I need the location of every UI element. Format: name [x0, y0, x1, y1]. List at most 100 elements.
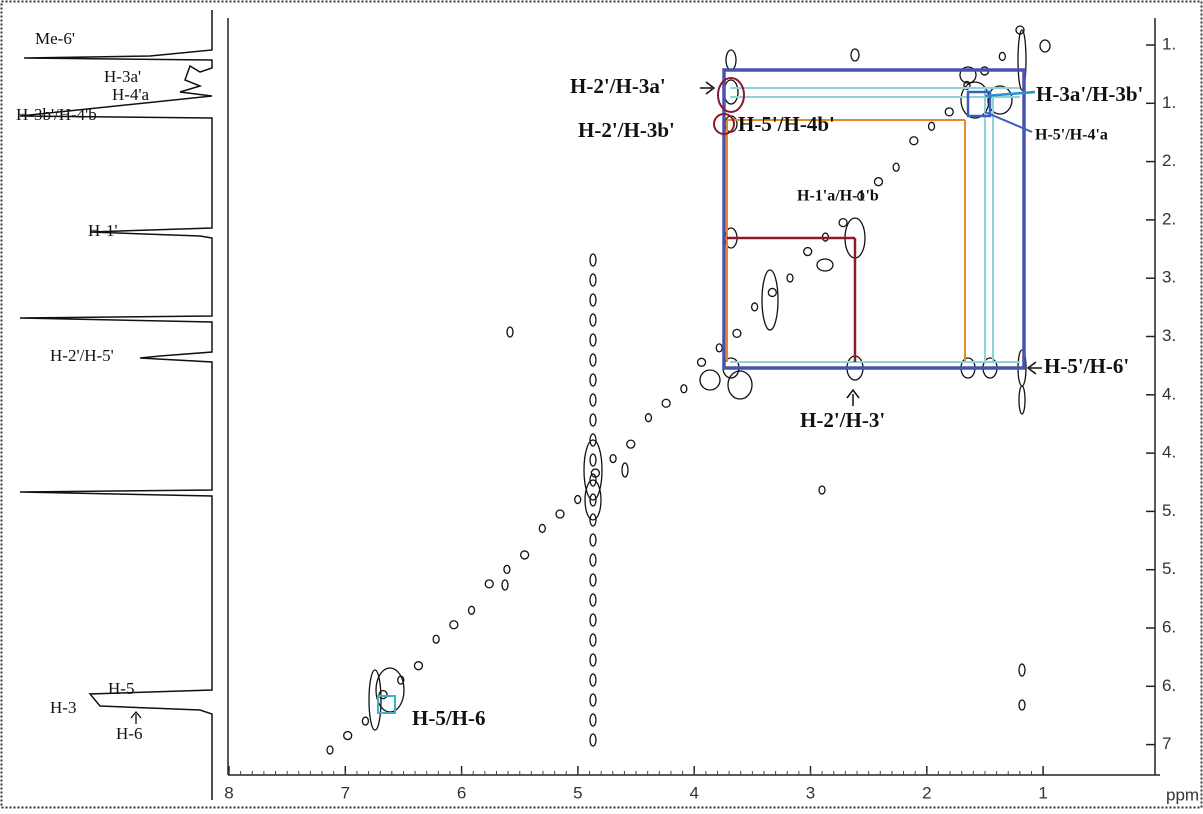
- contour: [803, 246, 813, 257]
- blue-box: [722, 68, 1026, 370]
- contour: [699, 369, 721, 391]
- contour: [626, 439, 636, 449]
- contour: [589, 273, 597, 287]
- correlation-lines: [130, 68, 1042, 724]
- x-tick-label: 3: [806, 783, 815, 802]
- contour: [732, 328, 742, 339]
- contour: [378, 689, 388, 700]
- y-tick-label: 7: [1162, 734, 1171, 753]
- spectrum-label: H-6: [116, 724, 142, 743]
- spectrum-label: H-3: [50, 698, 76, 717]
- red-circle: [717, 77, 745, 113]
- contour: [589, 293, 597, 307]
- contour: [589, 393, 597, 407]
- spectrum-label: H-5: [108, 679, 134, 698]
- x-tick-label: 5: [573, 783, 582, 802]
- peak-label: H-2'/H-3a': [570, 74, 666, 98]
- arrow: [846, 388, 860, 406]
- x-tick-label: 4: [689, 783, 698, 802]
- contour: [589, 333, 597, 347]
- contour: [767, 287, 777, 298]
- peak-label: H-1'a/H-1'b: [797, 188, 879, 205]
- contour: [519, 550, 530, 560]
- x-unit: ppm: [1166, 785, 1199, 804]
- contour: [589, 613, 597, 627]
- contour: [589, 353, 597, 367]
- x-tick-label: 6: [457, 783, 466, 802]
- peak-label: H-3a'/H-3b': [1036, 82, 1143, 106]
- arrow: [130, 710, 142, 724]
- y-tick-label: 1.: [1162, 34, 1176, 53]
- proton-spectrum: [19, 10, 213, 800]
- contour: [589, 533, 597, 547]
- pointer: [984, 111, 1033, 133]
- contour: [959, 66, 977, 84]
- y-tick-label: 2.: [1162, 209, 1176, 228]
- y-tick-label: 3.: [1162, 326, 1176, 345]
- contour: [589, 573, 597, 587]
- x-tick-label: 2: [922, 783, 931, 802]
- contour: [589, 553, 597, 567]
- contour: [589, 373, 597, 387]
- contour: [589, 693, 597, 707]
- y-tick-label: 6.: [1162, 617, 1176, 636]
- spectrum-label: H-1': [88, 221, 118, 240]
- contour: [589, 593, 597, 607]
- contour: [644, 413, 653, 423]
- contour: [589, 733, 597, 747]
- contour: [538, 523, 546, 534]
- contour: [589, 253, 597, 267]
- spectrum-label: H-3a': [104, 67, 141, 86]
- contour: [786, 273, 794, 283]
- contour: [998, 51, 1006, 62]
- contour: [413, 661, 424, 671]
- contour: [589, 453, 597, 467]
- contour: [589, 433, 597, 447]
- contour: [661, 398, 671, 408]
- y-tick-label: 6.: [1162, 676, 1176, 695]
- x-tick-label: 7: [341, 783, 350, 802]
- y-tick-label: 3.: [1162, 268, 1176, 287]
- contour: [857, 191, 865, 201]
- contour: [589, 673, 597, 687]
- contour: [987, 85, 1013, 115]
- contour: [589, 313, 597, 327]
- contour: [555, 509, 565, 519]
- contour: [467, 605, 476, 615]
- contour: [750, 302, 759, 312]
- contour: [944, 107, 954, 117]
- spectrum-label: H-2'/H-5': [50, 346, 114, 365]
- spectrum-label: H-3b'/H-4'b: [16, 105, 97, 124]
- contour: [589, 513, 597, 527]
- x-tick-label: 1: [1038, 783, 1047, 802]
- red-circle: [713, 113, 735, 135]
- contour: [589, 653, 597, 667]
- contour: [621, 462, 629, 478]
- contour: [589, 413, 597, 427]
- x-tick-label: 8: [224, 783, 233, 802]
- contour: [1039, 39, 1051, 53]
- contour: [1018, 663, 1026, 677]
- contour: [368, 669, 382, 731]
- contour: [432, 634, 440, 644]
- contour: [761, 269, 779, 331]
- peak-label: H-2'/H-3b': [578, 118, 675, 142]
- contour: [506, 326, 514, 338]
- peak-label: H-5'/H-6': [1044, 354, 1129, 378]
- spectrum-label: Me-6': [35, 29, 75, 48]
- contour: [449, 620, 459, 630]
- contour: [574, 494, 582, 505]
- contour: [584, 479, 602, 521]
- y-tick-label: 4.: [1162, 443, 1176, 462]
- contour: [727, 370, 753, 400]
- spectrum-label: H-4'a: [112, 85, 150, 104]
- contour: [963, 80, 971, 91]
- y-tick-label: 1.: [1162, 93, 1176, 112]
- contour: [1017, 29, 1027, 91]
- blue-square: [966, 90, 992, 118]
- contour: [850, 48, 860, 62]
- contour: [361, 716, 370, 726]
- contour: [589, 493, 597, 507]
- peak-label: H-5/H-6: [412, 706, 486, 730]
